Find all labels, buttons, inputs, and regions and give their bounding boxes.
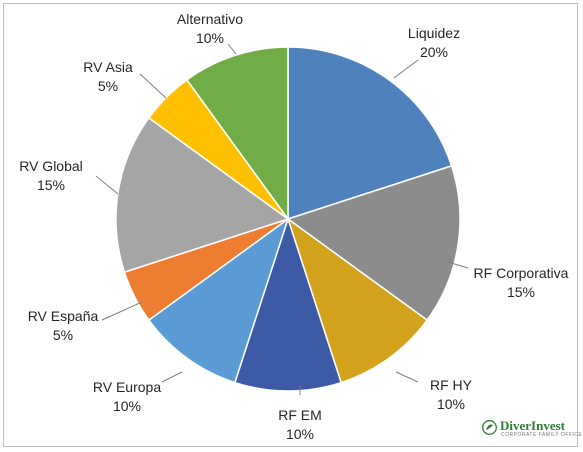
slice-label: RV Europa (93, 379, 161, 395)
leader-line (161, 371, 183, 383)
leader-line (227, 43, 237, 55)
leader-line (447, 261, 469, 269)
leader-line (101, 301, 143, 321)
pie-slice-alternativo (185, 46, 289, 222)
leader-line (393, 59, 419, 79)
leader-lines (95, 43, 469, 395)
leader-line (395, 371, 419, 383)
slice-value-label: 5% (53, 327, 73, 343)
slice-value-label: 10% (196, 30, 224, 46)
leader-line (95, 175, 119, 195)
slice-value-label: 5% (98, 78, 118, 94)
slice-label: RV Asia (83, 59, 133, 75)
logo-icon (482, 420, 497, 435)
pie-slice-rv-global (115, 116, 290, 274)
slice-value-label: 15% (507, 284, 535, 300)
diverinvest-logo: DiverInvest CORPORATE FAMILY OFFICE (480, 418, 582, 440)
slice-value-label: 10% (286, 426, 314, 442)
slice-value-label: 15% (37, 177, 65, 193)
pie-slice-rf-em (233, 216, 343, 392)
slice-label: Liquidez (408, 25, 460, 41)
slice-labels: Liquidez 20% RF Corporativa 15% RF HY 10% RF E… (19, 11, 568, 442)
leader-line (139, 73, 167, 99)
slice-label: RF Corporativa (474, 265, 569, 281)
slice-value-label: 20% (420, 44, 448, 60)
slice-value-label: 10% (113, 398, 141, 414)
slice-label: RF HY (430, 377, 473, 393)
pie-slices (115, 46, 461, 392)
pie-slice-rf-corporativa (286, 164, 461, 322)
slice-label: RV Global (19, 158, 83, 174)
slice-label: RV España (28, 308, 99, 324)
pie-slice-rv-europa (147, 217, 290, 384)
brand-tagline: CORPORATE FAMILY OFFICE (501, 432, 583, 438)
brand-name: DiverInvest (500, 418, 565, 433)
slice-value-label: 10% (437, 396, 465, 412)
slice-label: RF EM (278, 407, 322, 423)
slice-label: Alternativo (177, 11, 243, 27)
pie-slice-liquidez (287, 46, 453, 221)
pie-slice-rf-hy (286, 217, 429, 384)
